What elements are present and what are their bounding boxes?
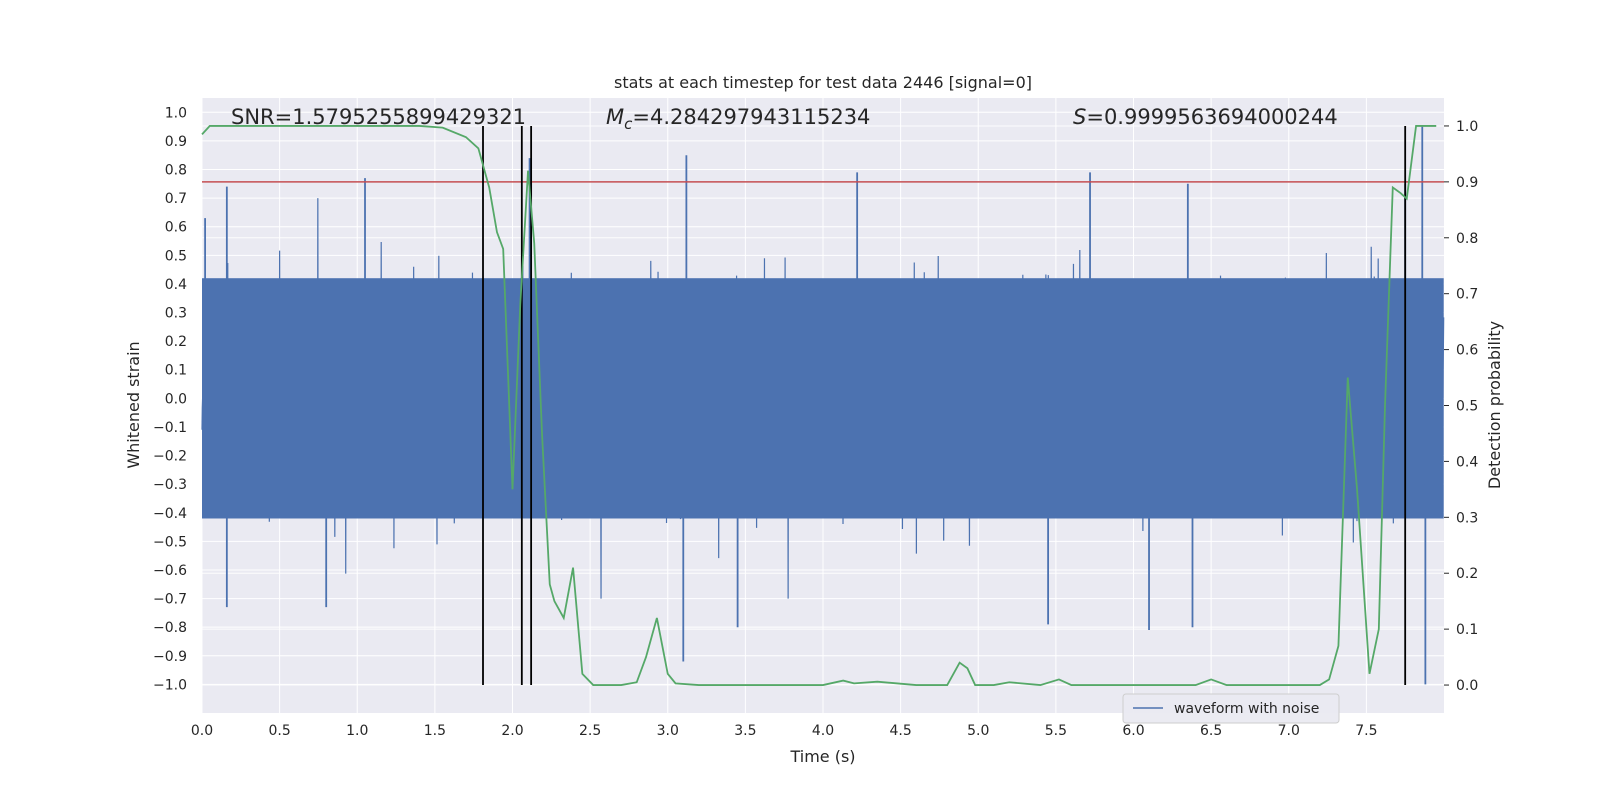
y-tick-label: −0.4 [153,506,187,522]
x-tick-label: 6.0 [1122,723,1144,739]
y-tick-label: −0.8 [153,620,187,636]
y-tick-label: 0.8 [165,163,187,179]
s-symbol: S [1073,105,1086,129]
x-tick-label: 0.5 [268,723,290,739]
y-tick-label: 0.1 [165,363,187,379]
y-tick-label: 0.3 [165,306,187,322]
x-tick-label: 4.5 [889,723,911,739]
y-tick-label: 0.0 [165,391,187,407]
legend-box [1122,693,1340,724]
y2-tick-label: 0.4 [1456,454,1478,470]
y2-tick-label: 0.0 [1456,678,1478,694]
y-tick-label: −0.9 [153,649,187,665]
x-tick-label: 3.0 [657,723,679,739]
y-tick-label: 0.5 [165,248,187,264]
y2-tick-label: 0.6 [1456,343,1478,359]
y2-tick-label: 0.9 [1456,175,1478,191]
waveform-dense-band [202,278,1444,519]
y-axis-title: Whitened strain [124,341,143,468]
waveform-series [201,126,1445,685]
chart-title: stats at each timestep for test data 244… [614,73,1032,92]
x-tick-label: 4.0 [812,723,834,739]
y2-tick-label: 0.7 [1456,287,1478,303]
snr-annotation: SNR=1.5795255899429321 [231,105,526,129]
mc-subscript: c [624,115,633,133]
x-tick-label: 2.0 [501,723,523,739]
x-tick-label: 5.5 [1045,723,1067,739]
y-tick-label: −0.2 [153,449,187,465]
y2-tick-label: 0.3 [1456,510,1478,526]
x-tick-label: 0.0 [191,723,213,739]
x-axis-title: Time (s) [789,747,855,766]
y-tick-label: 0.9 [165,134,187,150]
x-tick-label: 5.0 [967,723,989,739]
y-tick-label: −0.1 [153,420,187,436]
y2-tick-label: 0.1 [1456,622,1478,638]
x-tick-label: 3.5 [734,723,756,739]
y-tick-label: 0.4 [165,277,187,293]
x-tick-label: 7.0 [1278,723,1300,739]
y2-axis-title: Detection probability [1485,321,1504,489]
s-annotation: S=0.9999563694000244 [1073,105,1338,129]
x-tick-label: 6.5 [1200,723,1222,739]
x-tick-label: 7.5 [1355,723,1377,739]
y-tick-label: 0.7 [165,191,187,207]
y-tick-label: −0.3 [153,477,187,493]
y-tick-label: 0.6 [165,220,187,236]
y2-tick-label: 1.0 [1456,119,1478,135]
x-tick-label: 1.0 [346,723,368,739]
y-tick-label: −1.0 [153,677,187,693]
y2-tick-label: 0.5 [1456,399,1478,415]
mc-value: =4.284297943115234 [632,105,870,129]
y-tick-label: −0.6 [153,563,187,579]
y2-tick-label: 0.2 [1456,566,1478,582]
overlay-lines [201,125,1444,686]
y-tick-label: 0.2 [165,334,187,350]
s-value: =0.9999563694000244 [1086,105,1337,129]
legend: waveform with noise [1122,693,1340,724]
legend-label: waveform with noise [1174,701,1319,717]
x-tick-label: 2.5 [579,723,601,739]
y-tick-label: 1.0 [165,105,187,121]
x-tick-label: 1.5 [424,723,446,739]
axes-labels: 0.0 0.5 1.0 1.5 2.0 2.5 3.0 3.5 4.0 4.5 5.0 5.5 6.0 6… [153,105,1478,739]
waveform-spikes [204,126,1427,685]
y-tick-label: −0.7 [153,592,187,608]
probability-line [201,125,1437,686]
y2-tick-label: 0.8 [1456,231,1478,247]
mc-symbol: M [606,105,624,129]
y-tick-label: −0.5 [153,534,187,550]
mc-annotation: Mc=4.284297943115234 [606,105,870,133]
